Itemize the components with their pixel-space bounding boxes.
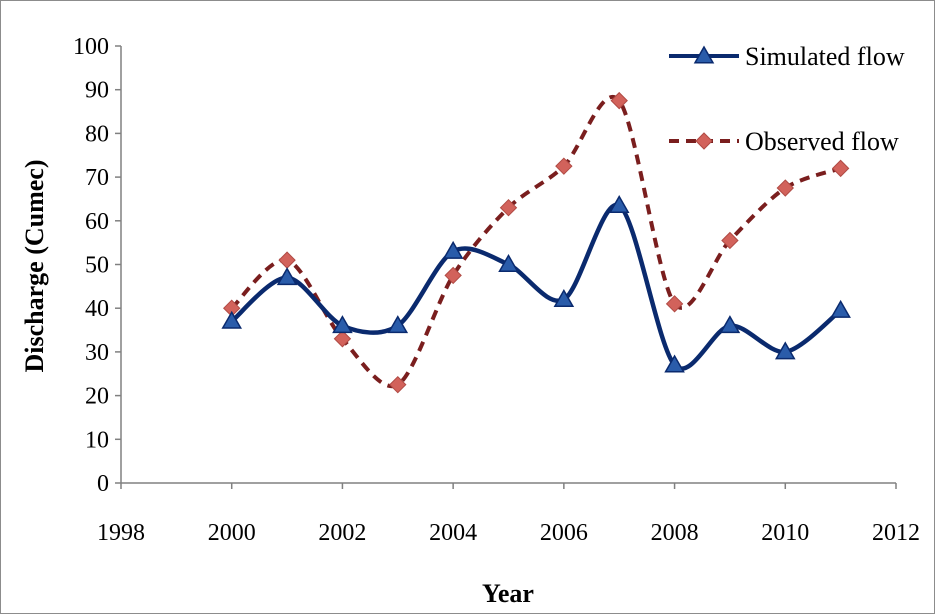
legend-simulated-marker — [693, 45, 715, 64]
simulated-flow-point — [387, 315, 409, 334]
simulated-flow-point — [442, 240, 464, 259]
x-tick-label: 2006 — [540, 520, 588, 546]
observed-flow-point — [721, 231, 739, 250]
series-layer — [221, 91, 851, 394]
y-axis-title: Discharge (Cumec) — [20, 160, 49, 373]
x-tick-label: 2002 — [318, 520, 366, 546]
y-tick-label: 30 — [85, 340, 109, 366]
simulated-flow-point — [608, 194, 630, 214]
legend-observed-label: Observed flow — [745, 127, 899, 156]
observed-flow-point — [499, 198, 518, 217]
y-tick-label: 0 — [97, 471, 109, 497]
legend-simulated-label: Simulated flow — [745, 42, 905, 71]
simulated-flow-point — [332, 315, 353, 334]
observed-flow-point — [333, 330, 352, 348]
y-tick-label: 50 — [85, 253, 109, 279]
x-tick-label: 1998 — [97, 520, 145, 546]
axes: 0 10 20 30 40 50 60 70 80 90 100 1998 2000 2002 2004 20… — [73, 34, 920, 546]
simulated-flow-point — [553, 288, 575, 307]
observed-flow-point — [555, 157, 573, 175]
simulated-flow-point — [664, 354, 685, 373]
observed-flow-point — [444, 266, 462, 285]
simulated-flow-point — [719, 315, 741, 334]
y-tick-label: 80 — [85, 121, 109, 147]
simulated-flow-point — [498, 253, 519, 272]
simulated-flow-line — [230, 202, 843, 371]
observed-flow-point — [610, 91, 628, 110]
simulated-flow-point — [276, 267, 298, 286]
y-tick-label: 90 — [85, 78, 109, 104]
legend-observed-marker — [695, 132, 713, 150]
simulated-flow-point — [830, 299, 851, 318]
observed-flow-point — [831, 159, 850, 178]
observed-flow-point — [776, 179, 794, 197]
y-tick-label: 70 — [85, 165, 109, 191]
simulated-flow-point — [221, 310, 243, 329]
y-tick-label: 40 — [85, 296, 109, 322]
observed-flow-series — [223, 91, 850, 394]
y-tick-label: 10 — [85, 427, 109, 453]
x-tick-label: 2000 — [208, 520, 256, 546]
y-tick-label: 20 — [85, 384, 109, 410]
x-tick-label: 2010 — [761, 520, 809, 546]
x-tick-label: 2008 — [651, 520, 699, 546]
legend: Simulated flow Observed flow — [669, 42, 905, 156]
y-tick-label: 100 — [73, 34, 109, 60]
x-tick-label: 2012 — [872, 520, 920, 546]
observed-flow-point — [278, 251, 296, 269]
y-tick-label: 60 — [85, 209, 109, 235]
x-tick-label: 2004 — [429, 520, 477, 546]
observed-flow-point — [389, 375, 407, 394]
simulated-flow-point — [774, 341, 796, 360]
simulated-flow-series — [221, 194, 851, 373]
observed-flow-point — [665, 295, 684, 313]
x-axis-title: Year — [482, 579, 534, 608]
